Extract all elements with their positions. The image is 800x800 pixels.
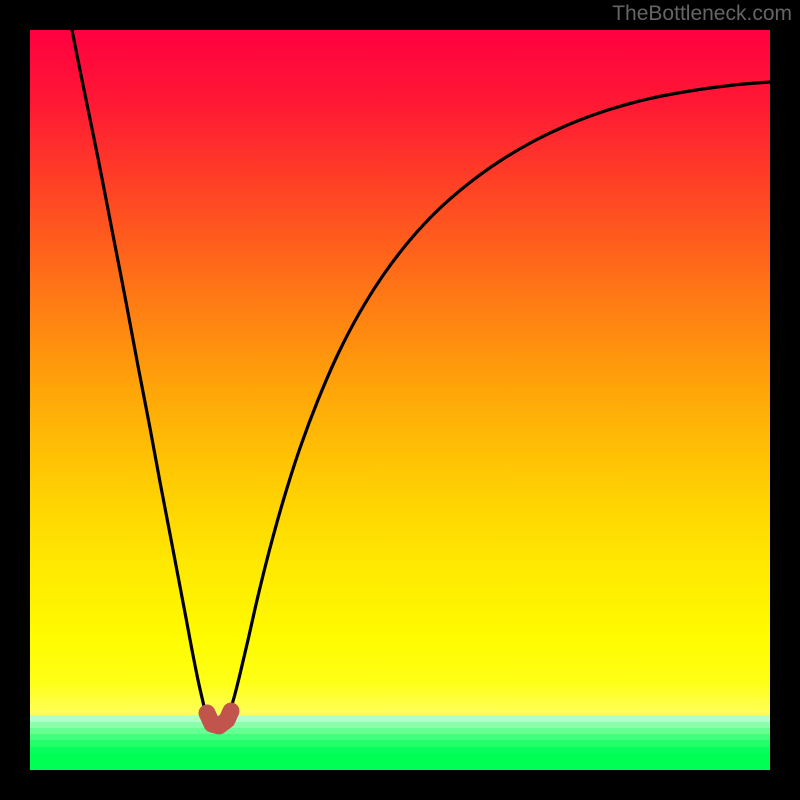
bottleneck-curve — [66, 30, 770, 729]
chart-svg — [30, 30, 770, 770]
marker-stroke — [207, 711, 231, 726]
curve-minimum-markers — [207, 711, 231, 726]
stage: TheBottleneck.com — [0, 0, 800, 800]
plot-area — [30, 30, 770, 770]
attribution-text: TheBottleneck.com — [612, 2, 792, 26]
